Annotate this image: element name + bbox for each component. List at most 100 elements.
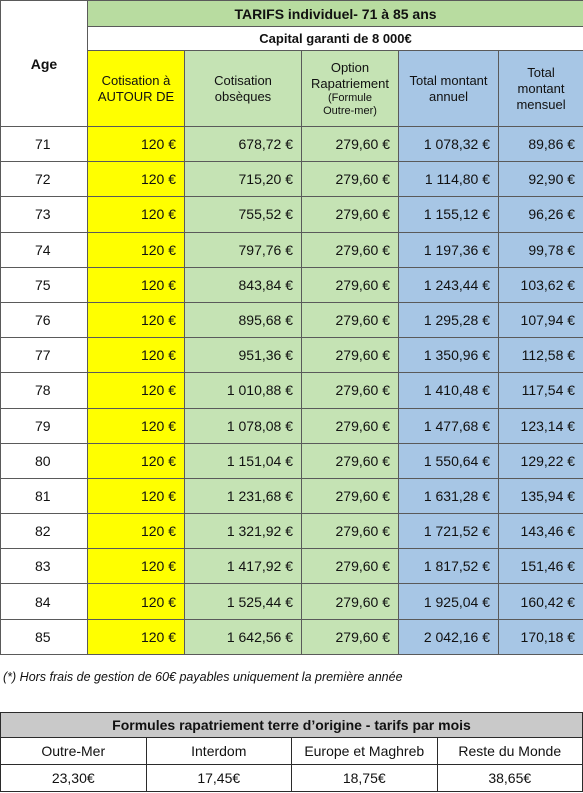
cell-cotisation: 120 € [87, 231, 185, 268]
cell-obseques: 797,76 € [184, 231, 302, 268]
footnote: (*) Hors frais de gestion de 60€ payable… [3, 670, 403, 684]
cell-obseques: 1 417,92 € [184, 548, 302, 585]
cell-annuel: 1 410,48 € [398, 372, 499, 409]
cell-cotisation: 120 € [87, 372, 185, 409]
cell-mensuel: 170,18 € [497, 618, 583, 655]
cell-obseques: 715,20 € [184, 161, 302, 198]
col-header-obseques-line2: obsèques [214, 88, 272, 104]
cell-cotisation: 120 € [87, 125, 185, 163]
cell-annuel: 1 295,28 € [398, 301, 499, 339]
cell-annuel: 2 042,16 € [398, 618, 499, 655]
cell-annuel: 1 631,28 € [398, 477, 499, 515]
cell-cotisation: 120 € [87, 337, 185, 374]
cell-annuel: 1 197,36 € [398, 231, 499, 268]
cell-age: 77 [0, 337, 88, 374]
cell-age: 84 [0, 583, 88, 620]
table-row: 78 120 €1 010,88 €279,60 €1 410,48 €117,5… [0, 372, 583, 409]
cell-cotisation: 120 € [87, 407, 185, 444]
cell-age: 79 [0, 407, 88, 444]
cell-obseques: 951,36 € [184, 337, 302, 374]
col-header-option: Option Rapatriement (Formule Outre-mer) [301, 50, 399, 127]
cell-option: 279,60 € [301, 161, 399, 198]
cell-annuel: 1 550,64 € [398, 442, 499, 479]
cell-option: 279,60 € [301, 196, 399, 233]
cell-age: 75 [0, 266, 88, 303]
cell-option: 279,60 € [301, 477, 399, 515]
formule-price: 38,65€ [436, 764, 583, 792]
cell-age: 85 [0, 618, 88, 655]
cell-mensuel: 96,26 € [497, 196, 583, 233]
cell-annuel: 1 243,44 € [398, 266, 499, 303]
cell-cotisation: 120 € [87, 548, 185, 585]
table-row: 83 120 €1 417,92 €279,60 €1 817,52 €151,4… [0, 548, 583, 585]
cell-mensuel: 160,42 € [497, 583, 583, 620]
table-row: 71 120 €678,72 €279,60 €1 078,32 €89,86 € [0, 125, 583, 163]
col-header-annuel: Total montant annuel [398, 50, 499, 127]
col-header-option-line4: Outre-mer) [323, 104, 377, 117]
formules-table: Formules rapatriement terre d’origine - … [0, 712, 583, 792]
formule-price: 23,30€ [0, 764, 147, 792]
col-header-cotisation: Cotisation à AUTOUR DE [87, 50, 185, 127]
cell-cotisation: 120 € [87, 583, 185, 620]
cell-age: 73 [0, 196, 88, 233]
cell-option: 279,60 € [301, 266, 399, 303]
cell-cotisation: 120 € [87, 513, 185, 550]
cell-age: 78 [0, 372, 88, 409]
table-row: 76 120 €895,68 €279,60 €1 295,28 €107,94 … [0, 301, 583, 339]
cell-cotisation: 120 € [87, 618, 185, 655]
formule-name: Outre-Mer [0, 737, 147, 765]
cell-mensuel: 129,22 € [497, 442, 583, 479]
cell-mensuel: 103,62 € [497, 266, 583, 303]
table-row: 85 120 €1 642,56 €279,60 €2 042,16 €170,1… [0, 618, 583, 655]
cell-mensuel: 135,94 € [497, 477, 583, 515]
cell-age: 71 [0, 125, 88, 163]
col-header-option-line2: Rapatriement [310, 75, 390, 91]
cell-option: 279,60 € [301, 125, 399, 163]
formules-prices-row: 23,30€ 17,45€ 18,75€ 38,65€ [0, 764, 583, 792]
cell-obseques: 1 151,04 € [184, 442, 302, 479]
col-header-cotisation-line2: AUTOUR DE [97, 88, 175, 104]
table-row: 81 120 €1 231,68 €279,60 €1 631,28 €135,9… [0, 477, 583, 515]
col-header-mensuel-line3: mensuel [516, 96, 566, 112]
formule-price: 17,45€ [145, 764, 292, 792]
cell-obseques: 843,84 € [184, 266, 302, 303]
formule-name: Interdom [145, 737, 292, 765]
formule-name: Reste du Monde [436, 737, 583, 765]
col-header-obseques: Cotisation obsèques [184, 50, 302, 127]
cell-option: 279,60 € [301, 337, 399, 374]
cell-annuel: 1 721,52 € [398, 513, 499, 550]
col-header-annuel-line1: Total montant [409, 72, 488, 88]
cell-annuel: 1 078,32 € [398, 125, 499, 163]
cell-obseques: 1 078,08 € [184, 407, 302, 444]
cell-mensuel: 143,46 € [497, 513, 583, 550]
cell-option: 279,60 € [301, 442, 399, 479]
col-header-option-line1: Option [330, 59, 370, 75]
cell-cotisation: 120 € [87, 266, 185, 303]
cell-option: 279,60 € [301, 372, 399, 409]
tarifs-table: Age TARIFS individuel- 71 à 85 ans Capit… [0, 0, 583, 655]
table-row: 80 120 €1 151,04 €279,60 €1 550,64 €129,2… [0, 442, 583, 479]
table-row: 79 120 €1 078,08 €279,60 €1 477,68 €123,1… [0, 407, 583, 444]
cell-annuel: 1 155,12 € [398, 196, 499, 233]
cell-obseques: 678,72 € [184, 125, 302, 163]
formules-names-row: Outre-Mer Interdom Europe et Maghreb Reste … [0, 737, 583, 765]
col-header-obseques-line1: Cotisation [214, 72, 272, 88]
cell-age: 76 [0, 301, 88, 339]
cell-mensuel: 112,58 € [497, 337, 583, 374]
table-row: 77 120 €951,36 €279,60 €1 350,96 €112,58 … [0, 337, 583, 374]
cell-age: 82 [0, 513, 88, 550]
cell-obseques: 1 231,68 € [184, 477, 302, 515]
cell-mensuel: 123,14 € [497, 407, 583, 444]
table-row: 72 120 €715,20 €279,60 €1 114,80 €92,90 € [0, 161, 583, 198]
col-header-option-line3: (Formule [327, 91, 372, 104]
cell-annuel: 1 114,80 € [398, 161, 499, 198]
col-header-mensuel-line2: montant [517, 80, 565, 96]
formule-name: Europe et Maghreb [291, 737, 438, 765]
cell-cotisation: 120 € [87, 161, 185, 198]
cell-age: 74 [0, 231, 88, 268]
col-header-mensuel: Total montant mensuel [497, 50, 583, 127]
table-row: 75 120 €843,84 €279,60 €1 243,44 €103,62 … [0, 266, 583, 303]
cell-option: 279,60 € [301, 231, 399, 268]
cell-mensuel: 117,54 € [497, 372, 583, 409]
cell-age: 81 [0, 477, 88, 515]
